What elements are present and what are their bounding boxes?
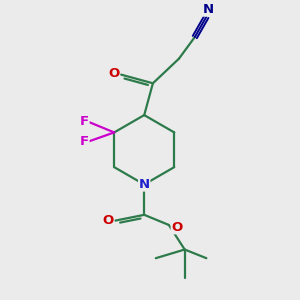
Text: O: O: [103, 214, 114, 227]
Text: N: N: [139, 178, 150, 191]
Text: F: F: [80, 115, 89, 128]
Text: N: N: [202, 3, 213, 16]
Text: O: O: [171, 221, 182, 234]
Text: F: F: [80, 135, 89, 148]
Text: O: O: [108, 67, 119, 80]
